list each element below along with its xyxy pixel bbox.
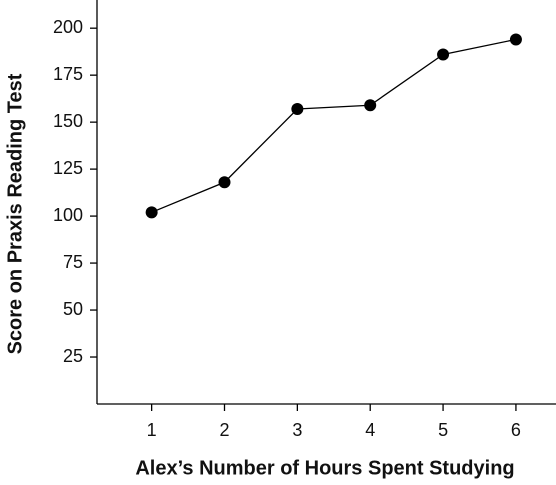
point bbox=[218, 176, 231, 189]
point bbox=[509, 33, 522, 46]
y-tick-label: 150 bbox=[53, 111, 83, 131]
y-tick-label: 100 bbox=[53, 205, 83, 225]
y-axis-title: Score on Praxis Reading Test bbox=[4, 73, 26, 354]
y-tick-label: 75 bbox=[63, 252, 83, 272]
x-tick-label: 2 bbox=[219, 420, 229, 440]
point bbox=[145, 206, 158, 219]
point bbox=[291, 102, 304, 115]
point bbox=[364, 99, 377, 112]
point bbox=[437, 48, 450, 61]
y-tick-label: 200 bbox=[53, 17, 83, 37]
y-tick-label: 175 bbox=[53, 64, 83, 84]
y-tick-label: 50 bbox=[63, 299, 83, 319]
y-tick-label: 125 bbox=[53, 158, 83, 178]
x-tick-label: 3 bbox=[292, 420, 302, 440]
x-tick-label: 6 bbox=[511, 420, 521, 440]
y-tick-label: 25 bbox=[63, 346, 83, 366]
line bbox=[151, 38, 517, 213]
x-tick-label: 5 bbox=[438, 420, 448, 440]
x-tick-label: 1 bbox=[147, 420, 157, 440]
x-axis-title: Alex’s Number of Hours Spent Studying bbox=[135, 457, 514, 479]
x-tick-label: 4 bbox=[365, 420, 375, 440]
